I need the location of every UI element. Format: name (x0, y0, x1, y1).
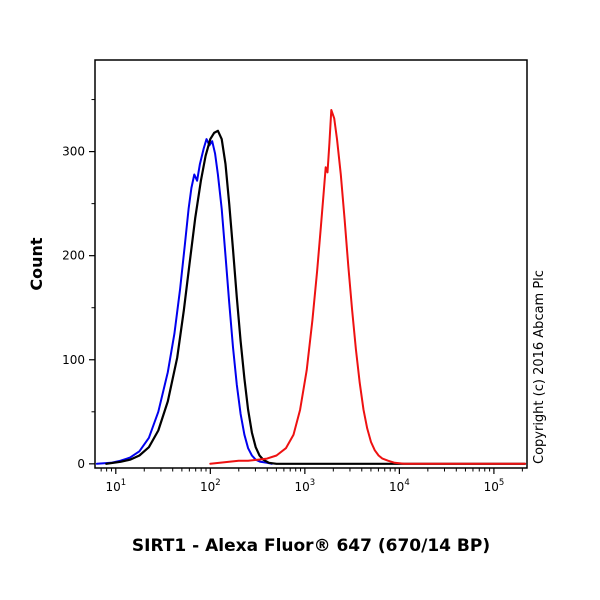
y-tick-label: 200 (62, 249, 85, 263)
copyright-text: Copyright (c) 2016 Abcam Plc (532, 270, 547, 464)
x-tick-label: 105 (484, 478, 505, 494)
y-tick-label: 100 (62, 353, 85, 367)
black-curve (105, 129, 527, 465)
plot-area: 101 102 103 104 105 0 100 200 300 (62, 59, 528, 494)
red-curve (209, 109, 527, 465)
x-tick-label: 102 (200, 478, 221, 494)
y-axis-label: Count (27, 237, 46, 291)
x-tick-label: 104 (389, 478, 410, 494)
curves-group (95, 109, 527, 465)
plot-frame (94, 59, 528, 469)
x-tick-label: 101 (105, 478, 126, 494)
blue-curve (95, 138, 273, 465)
x-axis-title: SIRT1 - Alexa Fluor® 647 (670/14 BP) (132, 536, 490, 556)
y-tick-label: 300 (62, 145, 85, 159)
x-tick-label: 103 (295, 478, 316, 494)
y-tick-label: 0 (77, 457, 85, 471)
